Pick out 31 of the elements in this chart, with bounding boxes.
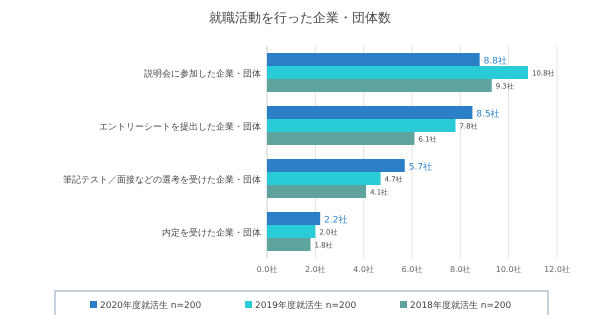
x-tick-label: 12.0社 <box>544 265 570 274</box>
bar <box>267 159 405 172</box>
data-label: 8.5社 <box>476 108 500 120</box>
x-tick-label: 4.0社 <box>353 265 374 274</box>
bar <box>267 119 456 132</box>
y-tick-label: 内定を受けた企業・団体 <box>162 228 261 238</box>
bar <box>267 238 310 251</box>
x-tick-label: 8.0社 <box>450 265 471 274</box>
bar <box>267 225 316 238</box>
legend-label: 2018年度就活生 n=200 <box>410 300 512 311</box>
bar <box>267 172 381 185</box>
bar <box>267 185 366 198</box>
bar <box>267 132 414 145</box>
y-tick-label: 筆記テスト／面接などの選考を受けた企業・団体 <box>63 174 261 186</box>
bar <box>267 53 480 66</box>
x-tick-label: 10.0社 <box>496 265 522 274</box>
data-label: 8.8社 <box>484 56 507 66</box>
bar <box>267 212 320 225</box>
data-label: 2.2社 <box>324 214 348 226</box>
x-tick-label: 2.0社 <box>304 265 326 274</box>
x-tick-label: 6.0社 <box>402 265 422 274</box>
chart-title: 就職活動を行った企業・団体数 <box>209 11 391 26</box>
bar <box>267 66 528 79</box>
bar <box>267 106 472 119</box>
bar <box>267 79 492 92</box>
x-tick-label: 0.0社 <box>256 265 278 274</box>
legend-label: 2019年度就活生 n=200 <box>255 300 356 311</box>
y-tick-label: 説明会に参加した企業・団体 <box>144 68 261 80</box>
y-tick-label: エントリーシートを提出した企業・団体 <box>99 122 261 132</box>
data-label: 5.7社 <box>408 162 432 172</box>
legend-label: 2020年度就活生 n=200 <box>100 300 202 311</box>
